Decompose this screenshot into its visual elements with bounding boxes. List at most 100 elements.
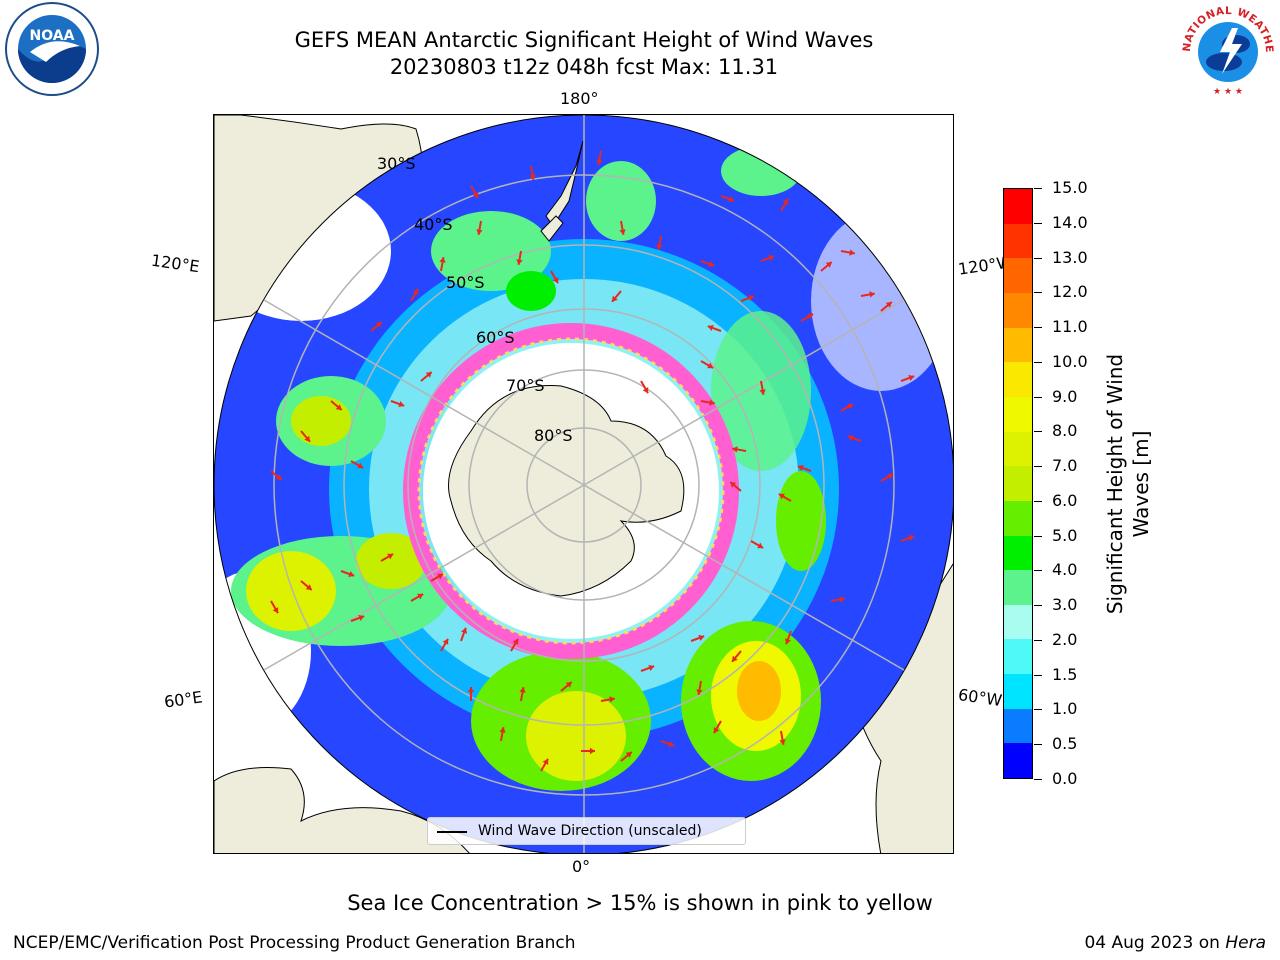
wave-direction-arrowhead (778, 493, 785, 500)
map-legend: Wind Wave Direction (unscaled) (427, 817, 746, 845)
wind-wave-arrows (270, 150, 915, 772)
footer-credit: NCEP/EMC/Verification Post Processing Pr… (13, 933, 576, 953)
noaa-logo-text: NOAA (30, 28, 75, 44)
wave-direction-arrowhead (565, 682, 572, 688)
wave-direction-arrowhead (516, 259, 523, 265)
wave-direction-arrowhead (609, 696, 615, 703)
wave-direction-arrowhead (625, 752, 632, 758)
colorbar-tick-mark (1034, 223, 1042, 224)
wave-direction-arrowhead (437, 573, 444, 580)
colorbar-tick-mark (1034, 258, 1042, 259)
colorbar-tick-label: 0.0 (1052, 769, 1078, 788)
wave-direction-arrowhead (552, 277, 559, 284)
wave-direction-arrowhead (375, 322, 382, 328)
colorbar-tick-label: 6.0 (1052, 491, 1078, 510)
meridian-label-0: 0° (572, 857, 591, 876)
footer-date: 04 Aug 2023 on Hera (1084, 933, 1266, 953)
colorbar-segment (1004, 743, 1032, 778)
colorbar-tick-label: 10.0 (1052, 352, 1088, 371)
colorbar-tick-mark (1034, 466, 1042, 467)
colorbar-tick-mark (1034, 327, 1042, 328)
wave-direction-arrowhead (757, 542, 764, 549)
wave-direction-arrowhead (612, 295, 618, 302)
wave-direction-arrowhead (839, 596, 845, 603)
colorbar-tick-mark (1034, 397, 1042, 398)
wave-direction-arrowhead (847, 434, 854, 441)
colorbar-tick-label: 2.0 (1052, 630, 1078, 649)
lat-label-60s: 60°S (476, 328, 515, 347)
noaa-logo-icon: NOAA (5, 2, 99, 96)
wave-direction-arrowhead (825, 262, 832, 268)
colorbar-tick-label: 11.0 (1052, 317, 1088, 336)
wave-direction-arrowhead (304, 435, 310, 442)
wave-direction-arrowhead (335, 404, 342, 410)
wave-direction-arrowhead (425, 372, 432, 378)
wave-direction-arrowhead (732, 655, 738, 662)
colorbar-segment (1004, 570, 1032, 605)
wave-direction-arrowhead (885, 302, 892, 308)
wave-direction-arrowhead (461, 627, 468, 634)
wave-direction-arrowhead (472, 192, 479, 199)
wave-direction-arrowhead (887, 473, 894, 480)
colorbar-tick-mark (1034, 536, 1042, 537)
wave-direction-arrowhead (499, 727, 506, 733)
colorbar-tick-label: 3.0 (1052, 595, 1078, 614)
wave-direction-arrowhead (707, 362, 714, 369)
map-frame: 30°S 40°S 50°S 60°S 70°S 80°S (213, 114, 954, 854)
lat-label-70s: 70°S (506, 376, 545, 395)
nws-logo-icon: NATIONAL WEATHER SERVICE ★ ★ ★ (1176, 0, 1275, 97)
wave-direction-arrowhead (728, 196, 735, 203)
colorbar-tick-label: 5.0 (1052, 526, 1078, 545)
legend-line-swatch (437, 831, 467, 833)
wave-direction-arrowhead (642, 387, 649, 394)
colorbar-tick-label: 7.0 (1052, 456, 1078, 475)
colorbar-tick-mark (1034, 709, 1042, 710)
wave-direction-arrowhead (784, 638, 791, 645)
wave-direction-arrowhead (869, 291, 875, 298)
colorbar-tick-mark (1034, 570, 1042, 571)
lat-label-80s: 80°S (534, 426, 573, 445)
wave-direction-arrowhead (908, 534, 915, 541)
colorbar-segment (1004, 327, 1032, 363)
colorbar-tick-label: 13.0 (1052, 248, 1088, 267)
wave-direction-arrowhead (782, 198, 789, 205)
colorbar-segment (1004, 293, 1032, 328)
wave-direction-arrowhead (272, 607, 279, 614)
lat-label-50s: 50°S (446, 273, 485, 292)
wave-direction-arrowhead (357, 462, 364, 469)
colorbar-segment (1004, 223, 1032, 259)
colorbar-segment (1004, 431, 1032, 467)
wave-direction-arrowhead (730, 482, 737, 488)
wave-direction-arrowhead (648, 664, 655, 671)
wave-direction-arrowhead (709, 399, 715, 406)
colorbar-segment (1004, 189, 1032, 224)
wave-direction-arrowhead (696, 689, 703, 695)
wave-direction-arrowhead (589, 747, 595, 755)
wave-direction-arrowhead (708, 261, 715, 268)
colorbar-title: Significant Height of Wind Waves [m] (1103, 353, 1153, 615)
wave-direction-arrowhead (847, 403, 854, 410)
wave-direction-arrowhead (529, 174, 536, 180)
colorbar-tick-mark (1034, 501, 1042, 502)
wave-direction-arrowhead (768, 254, 775, 261)
latitude-labels: 30°S 40°S 50°S 60°S 70°S 80°S (377, 154, 573, 445)
wave-direction-arrowhead (358, 614, 365, 621)
wave-direction-arrowhead (732, 446, 738, 453)
meridian-label-120e: 120°E (149, 250, 201, 277)
wave-direction-arrowhead (542, 758, 549, 765)
svg-text:★ ★ ★: ★ ★ ★ (1213, 87, 1243, 97)
wave-direction-arrowhead (348, 571, 355, 578)
colorbar-segment (1004, 500, 1032, 536)
sea-ice-note: Sea Ice Concentration > 15% is shown in … (347, 891, 933, 915)
wave-direction-arrowhead (387, 553, 394, 560)
colorbar-segment (1004, 535, 1032, 571)
colorbar-tick-mark (1034, 431, 1042, 432)
wave-direction-arrowhead (439, 257, 446, 263)
colorbar-tick-mark (1034, 188, 1042, 189)
wave-direction-arrowhead (668, 741, 675, 748)
wave-direction-arrowhead (656, 244, 663, 250)
wave-direction-arrowhead (698, 634, 705, 641)
footer-host: Hera (1225, 933, 1266, 953)
colorbar-segment (1004, 362, 1032, 397)
colorbar-tick-label: 1.0 (1052, 699, 1078, 718)
